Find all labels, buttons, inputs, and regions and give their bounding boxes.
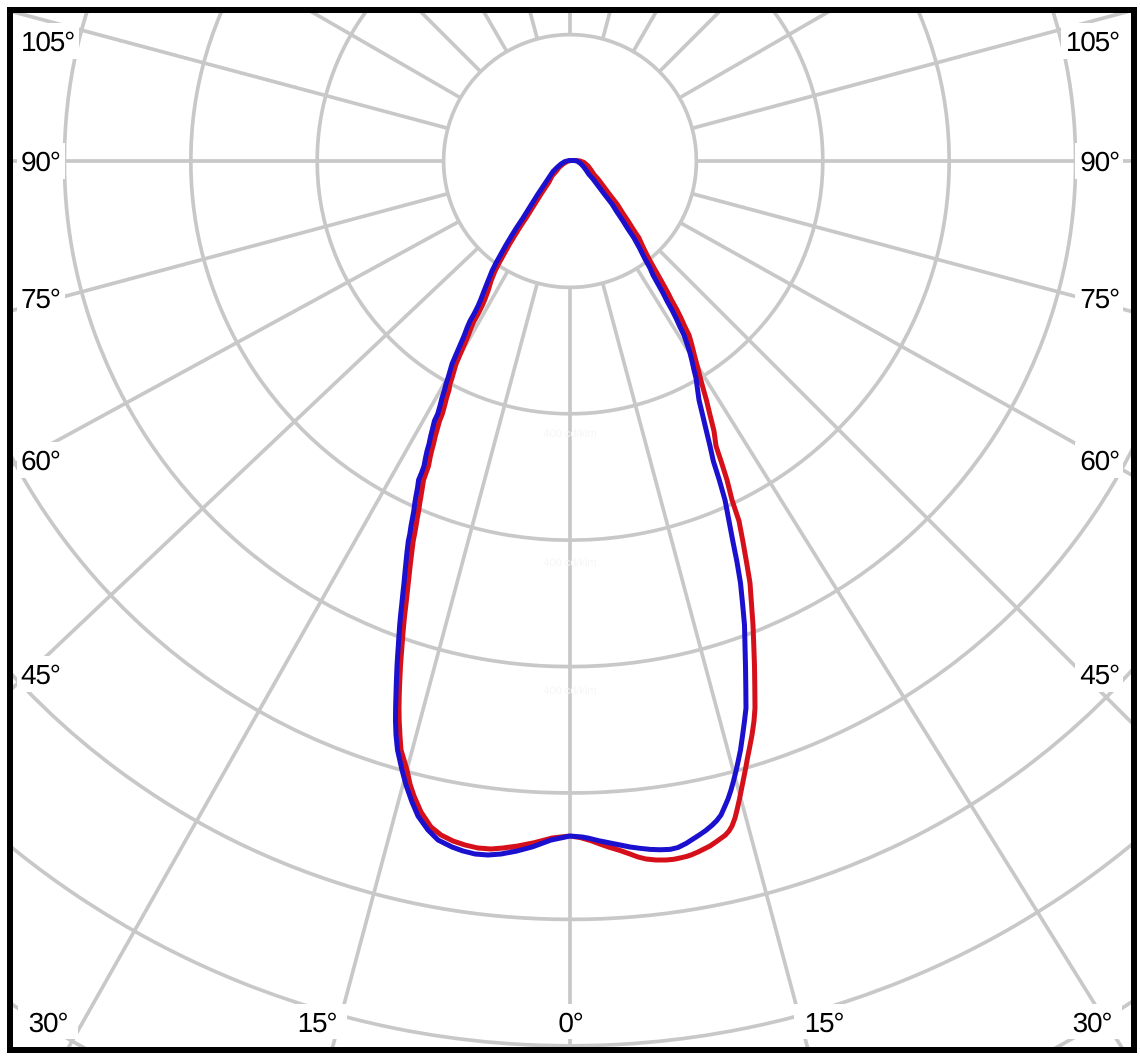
svg-text:60°: 60°: [21, 445, 60, 476]
svg-text:90°: 90°: [1080, 146, 1119, 177]
svg-text:90°: 90°: [21, 146, 60, 177]
svg-text:45°: 45°: [1080, 659, 1119, 690]
svg-text:400 cd/klm: 400 cd/klm: [543, 685, 596, 697]
svg-text:45°: 45°: [21, 659, 60, 690]
svg-text:75°: 75°: [21, 283, 60, 314]
svg-text:15°: 15°: [805, 1007, 844, 1038]
svg-text:30°: 30°: [1073, 1007, 1112, 1038]
svg-text:400 cd/klm: 400 cd/klm: [543, 557, 596, 569]
svg-text:105°: 105°: [21, 26, 74, 57]
svg-text:0°: 0°: [558, 1007, 582, 1038]
svg-text:105°: 105°: [1066, 26, 1119, 57]
svg-text:15°: 15°: [298, 1007, 337, 1038]
svg-text:60°: 60°: [1080, 445, 1119, 476]
svg-text:30°: 30°: [29, 1007, 68, 1038]
svg-text:75°: 75°: [1080, 283, 1119, 314]
svg-text:400 cd/klm: 400 cd/klm: [543, 428, 596, 440]
